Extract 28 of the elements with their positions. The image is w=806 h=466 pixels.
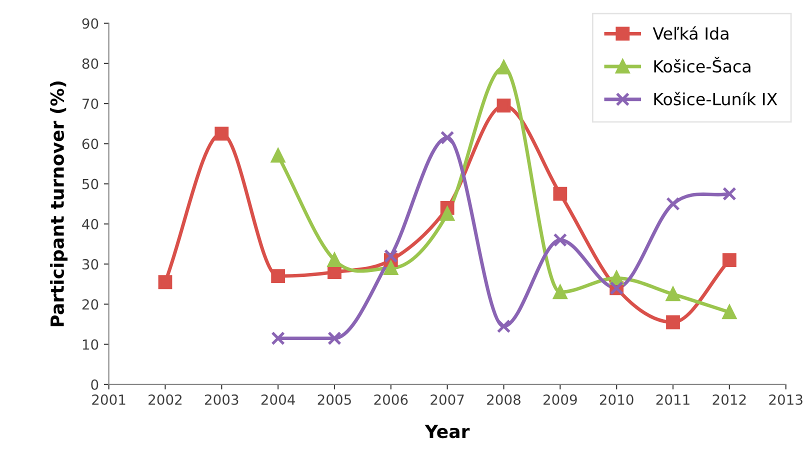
- legend-label: Košice-Šaca: [654, 56, 750, 73]
- x-tick-label: 2004: [261, 394, 295, 405]
- y-tick-label: 80: [82, 58, 98, 69]
- x-tick-label: 2012: [712, 394, 746, 405]
- y-tick-label: 20: [82, 299, 98, 310]
- y-tick-label: 40: [82, 218, 98, 230]
- x-tick-label: 2009: [544, 394, 577, 405]
- x-tick-label: 2010: [600, 394, 634, 405]
- y-tick-label: 30: [82, 259, 98, 270]
- x-tick-label: 2005: [318, 394, 351, 405]
- x-tick-label: 2007: [430, 394, 464, 405]
- x-tick-label: 2011: [656, 394, 690, 405]
- y-tick-label: 60: [82, 138, 98, 150]
- x-tick-label: 2006: [374, 394, 408, 405]
- x-tick-label: 2008: [487, 394, 520, 405]
- x-tick-label: 2002: [148, 394, 182, 405]
- y-tick-label: 10: [82, 339, 98, 350]
- legend-label: Veľká Ida: [652, 26, 728, 40]
- y-tick-label: 90: [82, 18, 98, 29]
- x-axis-title: Year: [424, 424, 470, 438]
- legend-label: Košice-Luník IX: [654, 92, 778, 106]
- x-tick-label: 2013: [769, 394, 802, 405]
- y-tick-label: 50: [82, 178, 98, 190]
- y-tick-label: 70: [82, 98, 98, 110]
- y-axis-title: Participant turnover (%): [50, 81, 68, 326]
- x-tick-label: 2001: [92, 394, 126, 405]
- y-tick-label: 0: [91, 379, 98, 390]
- x-tick-label: 2003: [204, 394, 238, 405]
